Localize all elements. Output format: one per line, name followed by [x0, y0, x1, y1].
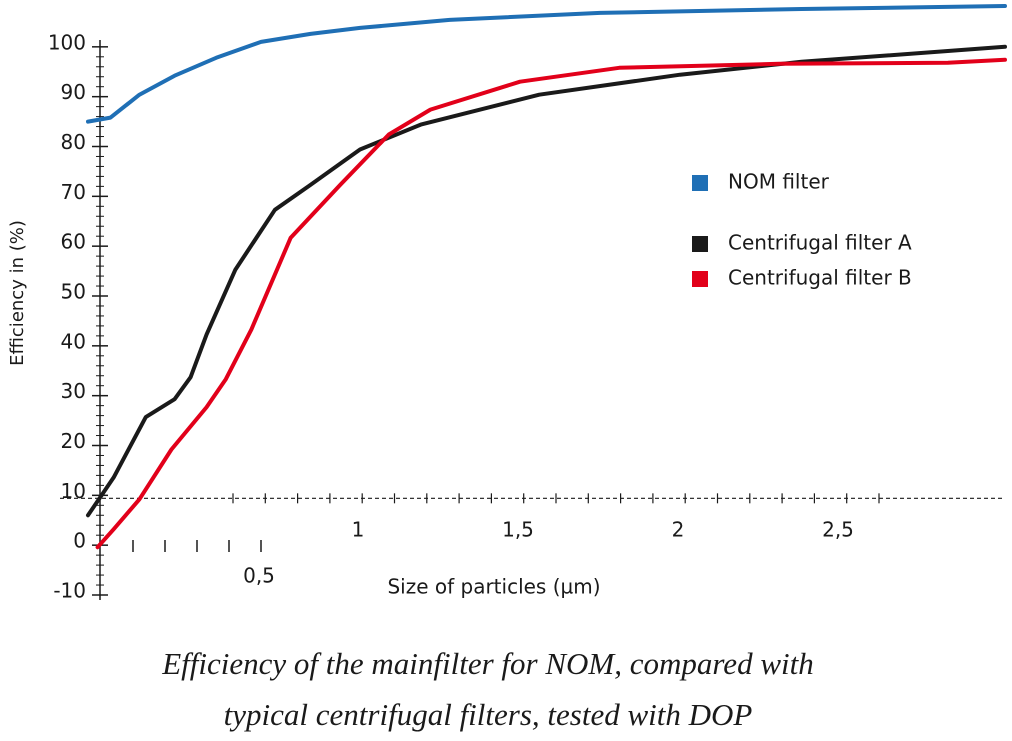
x-tick-label: 2	[672, 518, 685, 542]
caption: Efficiency of the mainfilter for NOM, co…	[161, 646, 813, 681]
x-tick-label: 0,5	[243, 564, 275, 588]
y-tick-label: 100	[48, 30, 86, 54]
y-tick-label: -10	[53, 579, 86, 603]
x-tick-label: 1,5	[502, 518, 534, 542]
legend-swatch	[692, 175, 708, 191]
caption: typical centrifugal filters, tested with…	[224, 697, 753, 732]
x-tick-label: 2,5	[822, 518, 854, 542]
series-line	[86, 44, 1007, 518]
x-axis-label: Size of particles (µm)	[387, 575, 600, 599]
y-tick-label: 0	[73, 529, 86, 553]
legend-label: Centrifugal filter A	[728, 231, 912, 255]
y-tick-label: 60	[61, 230, 86, 254]
series-line	[95, 57, 1007, 550]
legend-swatch	[692, 236, 708, 252]
y-tick-label: 50	[61, 280, 86, 304]
y-tick-label: 20	[61, 429, 86, 453]
y-tick-label: 80	[61, 130, 86, 154]
y-tick-label: 10	[61, 479, 86, 503]
legend-swatch	[692, 271, 708, 287]
y-tick-label: 30	[61, 379, 86, 403]
y-axis-label: Efficiency in (%)	[7, 220, 28, 366]
y-tick-label: 90	[61, 80, 86, 104]
x-tick-label: 1	[352, 518, 365, 542]
legend-label: NOM filter	[728, 170, 830, 194]
y-tick-label: 40	[61, 329, 86, 353]
legend-label: Centrifugal filter B	[728, 266, 912, 290]
series-line	[86, 4, 1007, 124]
y-tick-label: 70	[61, 180, 86, 204]
